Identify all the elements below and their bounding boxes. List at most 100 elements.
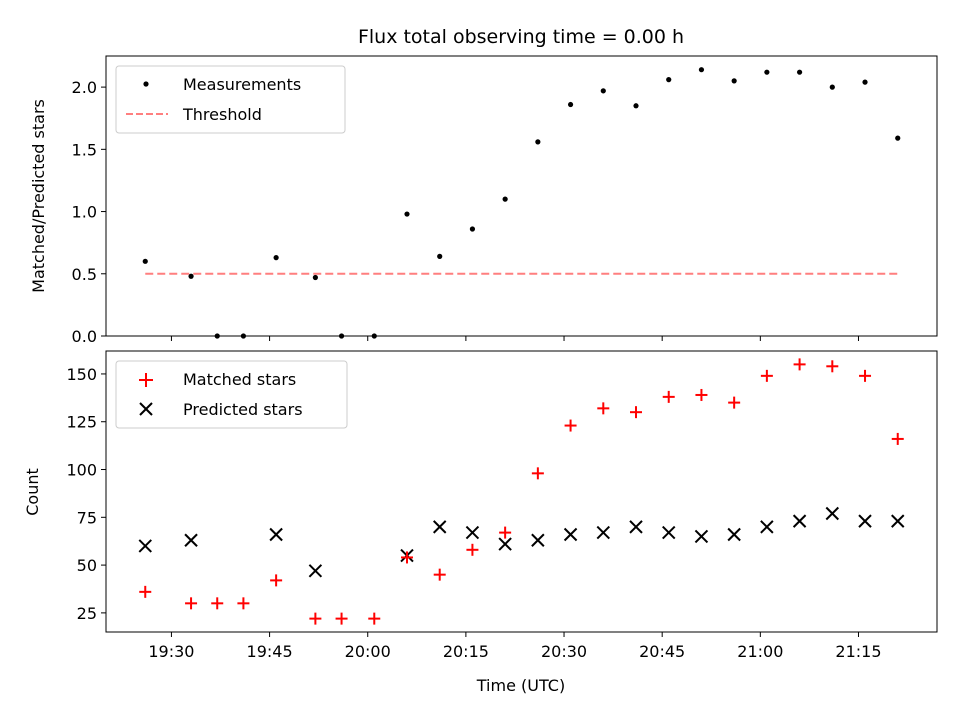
matched-star-point	[891, 432, 904, 445]
matched-star-point	[185, 597, 198, 610]
bottom-y-tick-label: 100	[66, 461, 97, 480]
measurement-point	[666, 77, 672, 83]
measurement-point	[567, 101, 574, 108]
matched-star-point	[728, 396, 741, 409]
measurement-point	[142, 258, 148, 264]
legend-predicted-marker	[139, 402, 153, 416]
bottom-y-tick-label: 25	[77, 604, 97, 623]
matched-star-point	[531, 467, 544, 480]
bottom-x-tick-label: 20:00	[345, 642, 391, 661]
measurement-point	[829, 84, 835, 90]
measurement-point	[312, 274, 318, 281]
measurement-point	[731, 78, 737, 84]
top-y-axis-label: Matched/Predicted stars	[29, 99, 48, 293]
bottom-x-tick-label: 19:30	[148, 642, 194, 661]
top-axes-frame	[105, 55, 938, 337]
bottom-panel: 25 50 75 100 125 150 19:30 19:45 20:00 20:15 20:3…	[23, 350, 938, 695]
predicted-star-point	[792, 514, 807, 528]
matched-star-point	[211, 597, 224, 610]
top-y-tick-label: 0.5	[72, 265, 97, 284]
bottom-x-tick-label: 21:15	[835, 642, 881, 661]
predicted-star-point	[269, 527, 283, 542]
legend-matched-label: Matched stars	[183, 370, 296, 389]
predicted-star-point	[563, 527, 578, 542]
top-y-tick-label: 0.0	[72, 327, 97, 346]
bottom-x-axis: 19:30 19:45 20:00 20:15 20:30 20:45 21:00 21:15	[148, 632, 882, 661]
measurement-point	[502, 196, 508, 202]
matched-star-point	[499, 526, 512, 539]
measurement-point	[600, 88, 606, 94]
bottom-x-tick-label: 20:30	[541, 642, 587, 661]
top-legend: Measurements Threshold	[115, 65, 346, 134]
chart-title: Flux total observing time = 0.00 h	[358, 26, 684, 48]
bottom-legend: Matched stars Predicted stars	[115, 360, 348, 429]
matched-star-point	[400, 551, 413, 564]
measurement-point	[895, 135, 901, 141]
predicted-star-point	[308, 564, 323, 578]
bottom-axes-frame	[105, 350, 938, 633]
top-y-axis: 0.0 0.5 1.0 1.5 2.0	[72, 78, 106, 346]
measurement-point	[698, 67, 705, 73]
bottom-y-tick-label: 125	[66, 413, 97, 432]
top-legend-box	[115, 65, 346, 134]
matched-star-point	[335, 612, 348, 625]
top-panel: 0.00.51.01.52.0 Matched/Predicted stars …	[29, 55, 938, 346]
measurement-point	[764, 69, 770, 75]
measurement-point	[437, 253, 443, 259]
legend-measurements-label: Measurements	[183, 75, 301, 94]
bottom-y-axis-label: Count	[23, 468, 42, 516]
measurement-point	[404, 211, 410, 217]
bottom-y-tick-label: 75	[77, 508, 97, 527]
matched-star-point	[270, 574, 283, 587]
predicted-star-point	[662, 525, 676, 540]
top-y-tick-label: 1.5	[72, 140, 97, 159]
matched-star-point	[597, 402, 610, 415]
predicted-star-point	[727, 527, 741, 542]
predicted-star-point	[596, 525, 610, 540]
matched-star-point	[760, 369, 773, 382]
measurement-point	[633, 103, 639, 109]
predicted-star-point	[858, 514, 872, 528]
legend-matched-marker	[139, 373, 153, 387]
measurement-point	[862, 79, 868, 85]
matched-star-point	[309, 612, 322, 625]
bottom-y-tick-label: 50	[77, 556, 97, 575]
bottom-x-tick-label: 21:00	[737, 642, 783, 661]
legend-predicted-label: Predicted stars	[183, 400, 303, 419]
matched-star-point	[695, 388, 708, 401]
matched-star-point	[237, 597, 250, 610]
measurement-point	[796, 69, 803, 75]
top-y-tick-label: 2.0	[72, 78, 97, 97]
predicted-star-point	[531, 533, 545, 547]
measurement-point	[469, 226, 476, 232]
matched-star-point	[139, 585, 152, 598]
top-x-axis	[170, 336, 859, 341]
bottom-x-tick-label: 19:45	[247, 642, 293, 661]
top-y-tick-label: 1.0	[72, 203, 97, 222]
predicted-star-point	[465, 525, 480, 540]
legend-measurements-marker	[143, 81, 149, 87]
predicted-star-point	[825, 506, 840, 521]
predicted-star-point	[760, 520, 774, 534]
measurement-point	[188, 273, 194, 279]
bottom-x-tick-label: 20:45	[639, 642, 685, 661]
matched-star-point	[466, 543, 479, 556]
predicted-star-point	[891, 514, 905, 528]
legend-threshold-label: Threshold	[182, 105, 262, 124]
predicted-star-point	[498, 537, 512, 551]
matched-star-point	[433, 568, 446, 581]
bottom-y-tick-label: 150	[66, 365, 97, 384]
matched-star-point	[662, 390, 675, 403]
predicted-star-point	[138, 539, 152, 553]
predicted-star-point	[184, 533, 198, 547]
predicted-star-point	[629, 520, 643, 534]
bottom-x-tick-label: 20:15	[443, 642, 489, 661]
matched-star-point	[859, 369, 872, 382]
measurement-point	[273, 255, 279, 261]
bottom-legend-box	[115, 360, 348, 429]
bottom-y-axis: 25 50 75 100 125 150	[66, 365, 106, 623]
measurement-point	[535, 139, 541, 145]
bottom-plot-area	[138, 358, 905, 625]
matched-star-point	[368, 612, 381, 625]
